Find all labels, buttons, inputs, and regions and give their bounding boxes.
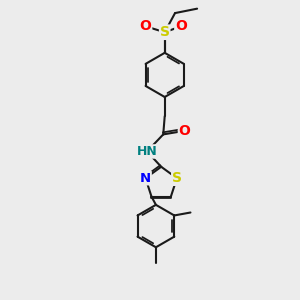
Text: S: S — [172, 171, 182, 185]
Text: O: O — [140, 19, 152, 33]
Text: N: N — [140, 172, 151, 185]
Text: O: O — [178, 124, 190, 138]
Text: S: S — [160, 25, 170, 39]
Text: O: O — [175, 19, 187, 33]
Text: HN: HN — [137, 145, 158, 158]
